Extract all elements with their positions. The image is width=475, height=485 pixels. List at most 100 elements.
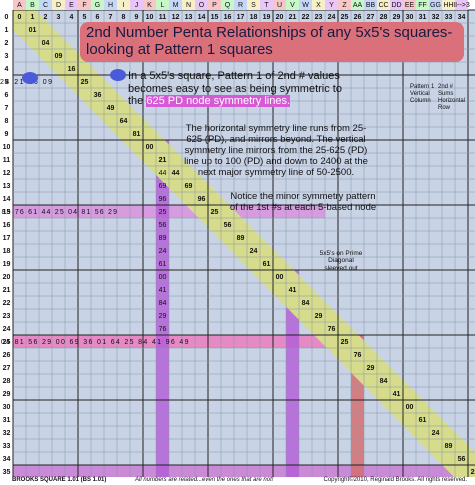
diagonal-value: 00 bbox=[146, 144, 154, 151]
column-header: BB bbox=[366, 2, 376, 9]
column-header: II-->3 bbox=[453, 2, 470, 9]
diagonal-value: 41 bbox=[393, 391, 401, 398]
column-header-cell bbox=[442, 0, 455, 10]
column-header-cell bbox=[273, 0, 286, 10]
column-number: 29 bbox=[393, 14, 401, 21]
column-number: 19 bbox=[263, 14, 271, 21]
row-number: 16 bbox=[3, 222, 11, 229]
column-header: L bbox=[161, 2, 165, 9]
diagonal-value: 25 bbox=[211, 209, 219, 216]
column-number: 25 bbox=[341, 14, 349, 21]
column-header: V bbox=[290, 2, 295, 9]
column-number: 14 bbox=[198, 14, 206, 21]
column-header-cell bbox=[234, 0, 247, 10]
column-number: 3 bbox=[57, 14, 61, 21]
diagonal-value: 29 bbox=[367, 365, 375, 372]
column-header: HH bbox=[443, 2, 453, 9]
row-number: 31 bbox=[3, 417, 11, 424]
column-header: A bbox=[17, 2, 22, 9]
column-number: 13 bbox=[185, 14, 193, 21]
column-header-cell bbox=[130, 0, 143, 10]
column-number: 7 bbox=[109, 14, 113, 21]
column-header-cell bbox=[416, 0, 429, 10]
row-band bbox=[13, 335, 364, 348]
column-value: 56 bbox=[159, 222, 167, 229]
row-number: 29 bbox=[3, 391, 11, 398]
diagonal-value: 56 bbox=[458, 456, 466, 463]
column-value: 76 bbox=[159, 326, 167, 333]
diagonal-value: 81 bbox=[133, 131, 141, 138]
column-number: 30 bbox=[406, 14, 414, 21]
diagonal-value: 76 bbox=[328, 326, 336, 333]
column-number: 32 bbox=[432, 14, 440, 21]
column-header-cell bbox=[52, 0, 65, 10]
column-header-cell bbox=[39, 0, 52, 10]
column-header-cell bbox=[13, 0, 26, 10]
column-header-cell bbox=[156, 0, 169, 10]
column-header-cell bbox=[312, 0, 325, 10]
column-number: 27 bbox=[367, 14, 375, 21]
row-number: 15 bbox=[3, 209, 11, 216]
column-header-cell bbox=[455, 0, 468, 10]
column-header-cell bbox=[208, 0, 221, 10]
row-number: 0 bbox=[5, 14, 9, 21]
row-number-bg bbox=[0, 10, 13, 478]
column-header: O bbox=[199, 2, 205, 9]
column-header: U bbox=[277, 2, 282, 9]
column-header: G bbox=[95, 2, 100, 9]
column-value: 24 bbox=[159, 248, 167, 255]
note: 5x5's on Prime Diagonal sleeved out bbox=[319, 250, 363, 272]
row-number: 17 bbox=[3, 235, 11, 242]
row-number: 7 bbox=[5, 105, 9, 112]
column-number: 5 bbox=[83, 14, 87, 21]
column-header-cell bbox=[429, 0, 442, 10]
column-number: 15 bbox=[211, 14, 219, 21]
row-number: 30 bbox=[3, 404, 11, 411]
row-number: 26 bbox=[3, 352, 11, 359]
column-number: 31 bbox=[419, 14, 427, 21]
column-number: 2 bbox=[44, 14, 48, 21]
column-header: D bbox=[56, 2, 61, 9]
column-header-cell bbox=[390, 0, 403, 10]
column-number: 6 bbox=[96, 14, 100, 21]
row-number: 27 bbox=[3, 365, 11, 372]
row-number: 19 bbox=[3, 261, 11, 268]
diagonal-value: 84 bbox=[380, 378, 388, 385]
column-header: Y bbox=[329, 2, 334, 9]
column-header: AA bbox=[353, 2, 363, 9]
diagonal-value: 04 bbox=[42, 40, 50, 47]
column-header: N bbox=[186, 2, 191, 9]
row-number: 10 bbox=[3, 144, 11, 151]
row-number: 11 bbox=[3, 157, 11, 164]
row-number: 2 bbox=[5, 40, 9, 47]
row-number: 1 bbox=[5, 27, 9, 34]
column-number: 0 bbox=[18, 14, 22, 21]
column-header: T bbox=[264, 2, 269, 9]
side-label: 2nd # Sums Horizontal Row bbox=[438, 84, 466, 111]
column-header-cell bbox=[377, 0, 390, 10]
column-header: K bbox=[147, 2, 152, 9]
column-number: 23 bbox=[315, 14, 323, 21]
row-number: 32 bbox=[3, 430, 11, 437]
column-number: 28 bbox=[380, 14, 388, 21]
column-header: C bbox=[43, 2, 48, 9]
column-number: 1 bbox=[31, 14, 35, 21]
column-header: DD bbox=[391, 2, 401, 9]
column-number: 8 bbox=[122, 14, 126, 21]
row-number: 4 bbox=[5, 66, 9, 73]
diagonal-value: 64 bbox=[120, 118, 128, 125]
column-header-cell bbox=[78, 0, 91, 10]
diagonal-value: 76 bbox=[354, 352, 362, 359]
column-header-cell bbox=[325, 0, 338, 10]
column-number: 16 bbox=[224, 14, 232, 21]
row-number: 8 bbox=[5, 118, 9, 125]
row-number: 12 bbox=[3, 170, 11, 177]
column-header: M bbox=[173, 2, 179, 9]
column-header-cell bbox=[117, 0, 130, 10]
column-value: 29 bbox=[159, 313, 167, 320]
column-number: 24 bbox=[328, 14, 336, 21]
diagonal-value: 16 bbox=[68, 66, 76, 73]
column-header-cell bbox=[182, 0, 195, 10]
column-header: H bbox=[108, 2, 113, 9]
row-values: 24 21 16 09 00 89 76 61 44 25 04 81 56 2… bbox=[0, 209, 117, 216]
